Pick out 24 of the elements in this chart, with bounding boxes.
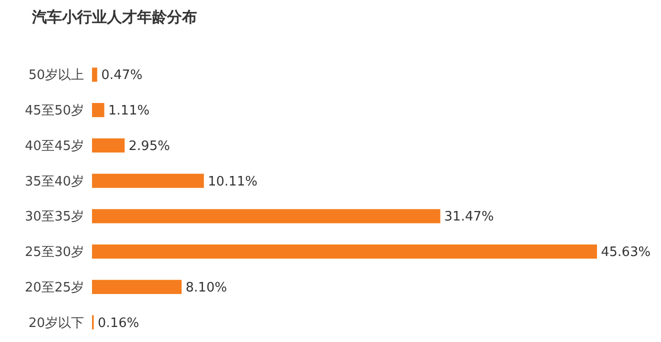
y-tick-label: 20至25岁 bbox=[24, 280, 84, 296]
data-label: 8.10% bbox=[186, 280, 227, 296]
bar bbox=[92, 174, 204, 188]
bar bbox=[92, 280, 182, 294]
bar bbox=[92, 244, 597, 259]
y-tick-label: 20岁以下 bbox=[28, 316, 84, 331]
data-label: 0.16% bbox=[98, 316, 140, 331]
y-tick-label: 50岁以上 bbox=[28, 68, 84, 84]
bar bbox=[92, 209, 440, 224]
bar bbox=[92, 68, 98, 82]
data-label: 31.47% bbox=[444, 210, 494, 225]
chart-title: 汽车小行业人才年龄分布 bbox=[31, 8, 197, 26]
y-tick-label: 30至35岁 bbox=[24, 210, 84, 225]
y-tick-label: 25至30岁 bbox=[24, 245, 84, 260]
data-label: 10.11% bbox=[208, 174, 258, 190]
y-tick-label: 40至45岁 bbox=[24, 138, 84, 154]
data-label: 0.47% bbox=[101, 68, 143, 84]
data-label: 2.95% bbox=[128, 138, 170, 154]
y-tick-label: 45至50岁 bbox=[24, 104, 84, 119]
y-tick-label: 35至40岁 bbox=[24, 174, 84, 190]
bar bbox=[92, 138, 125, 153]
data-label: 45.63% bbox=[601, 245, 651, 260]
bar bbox=[92, 102, 104, 118]
data-label: 1.11% bbox=[108, 104, 150, 119]
